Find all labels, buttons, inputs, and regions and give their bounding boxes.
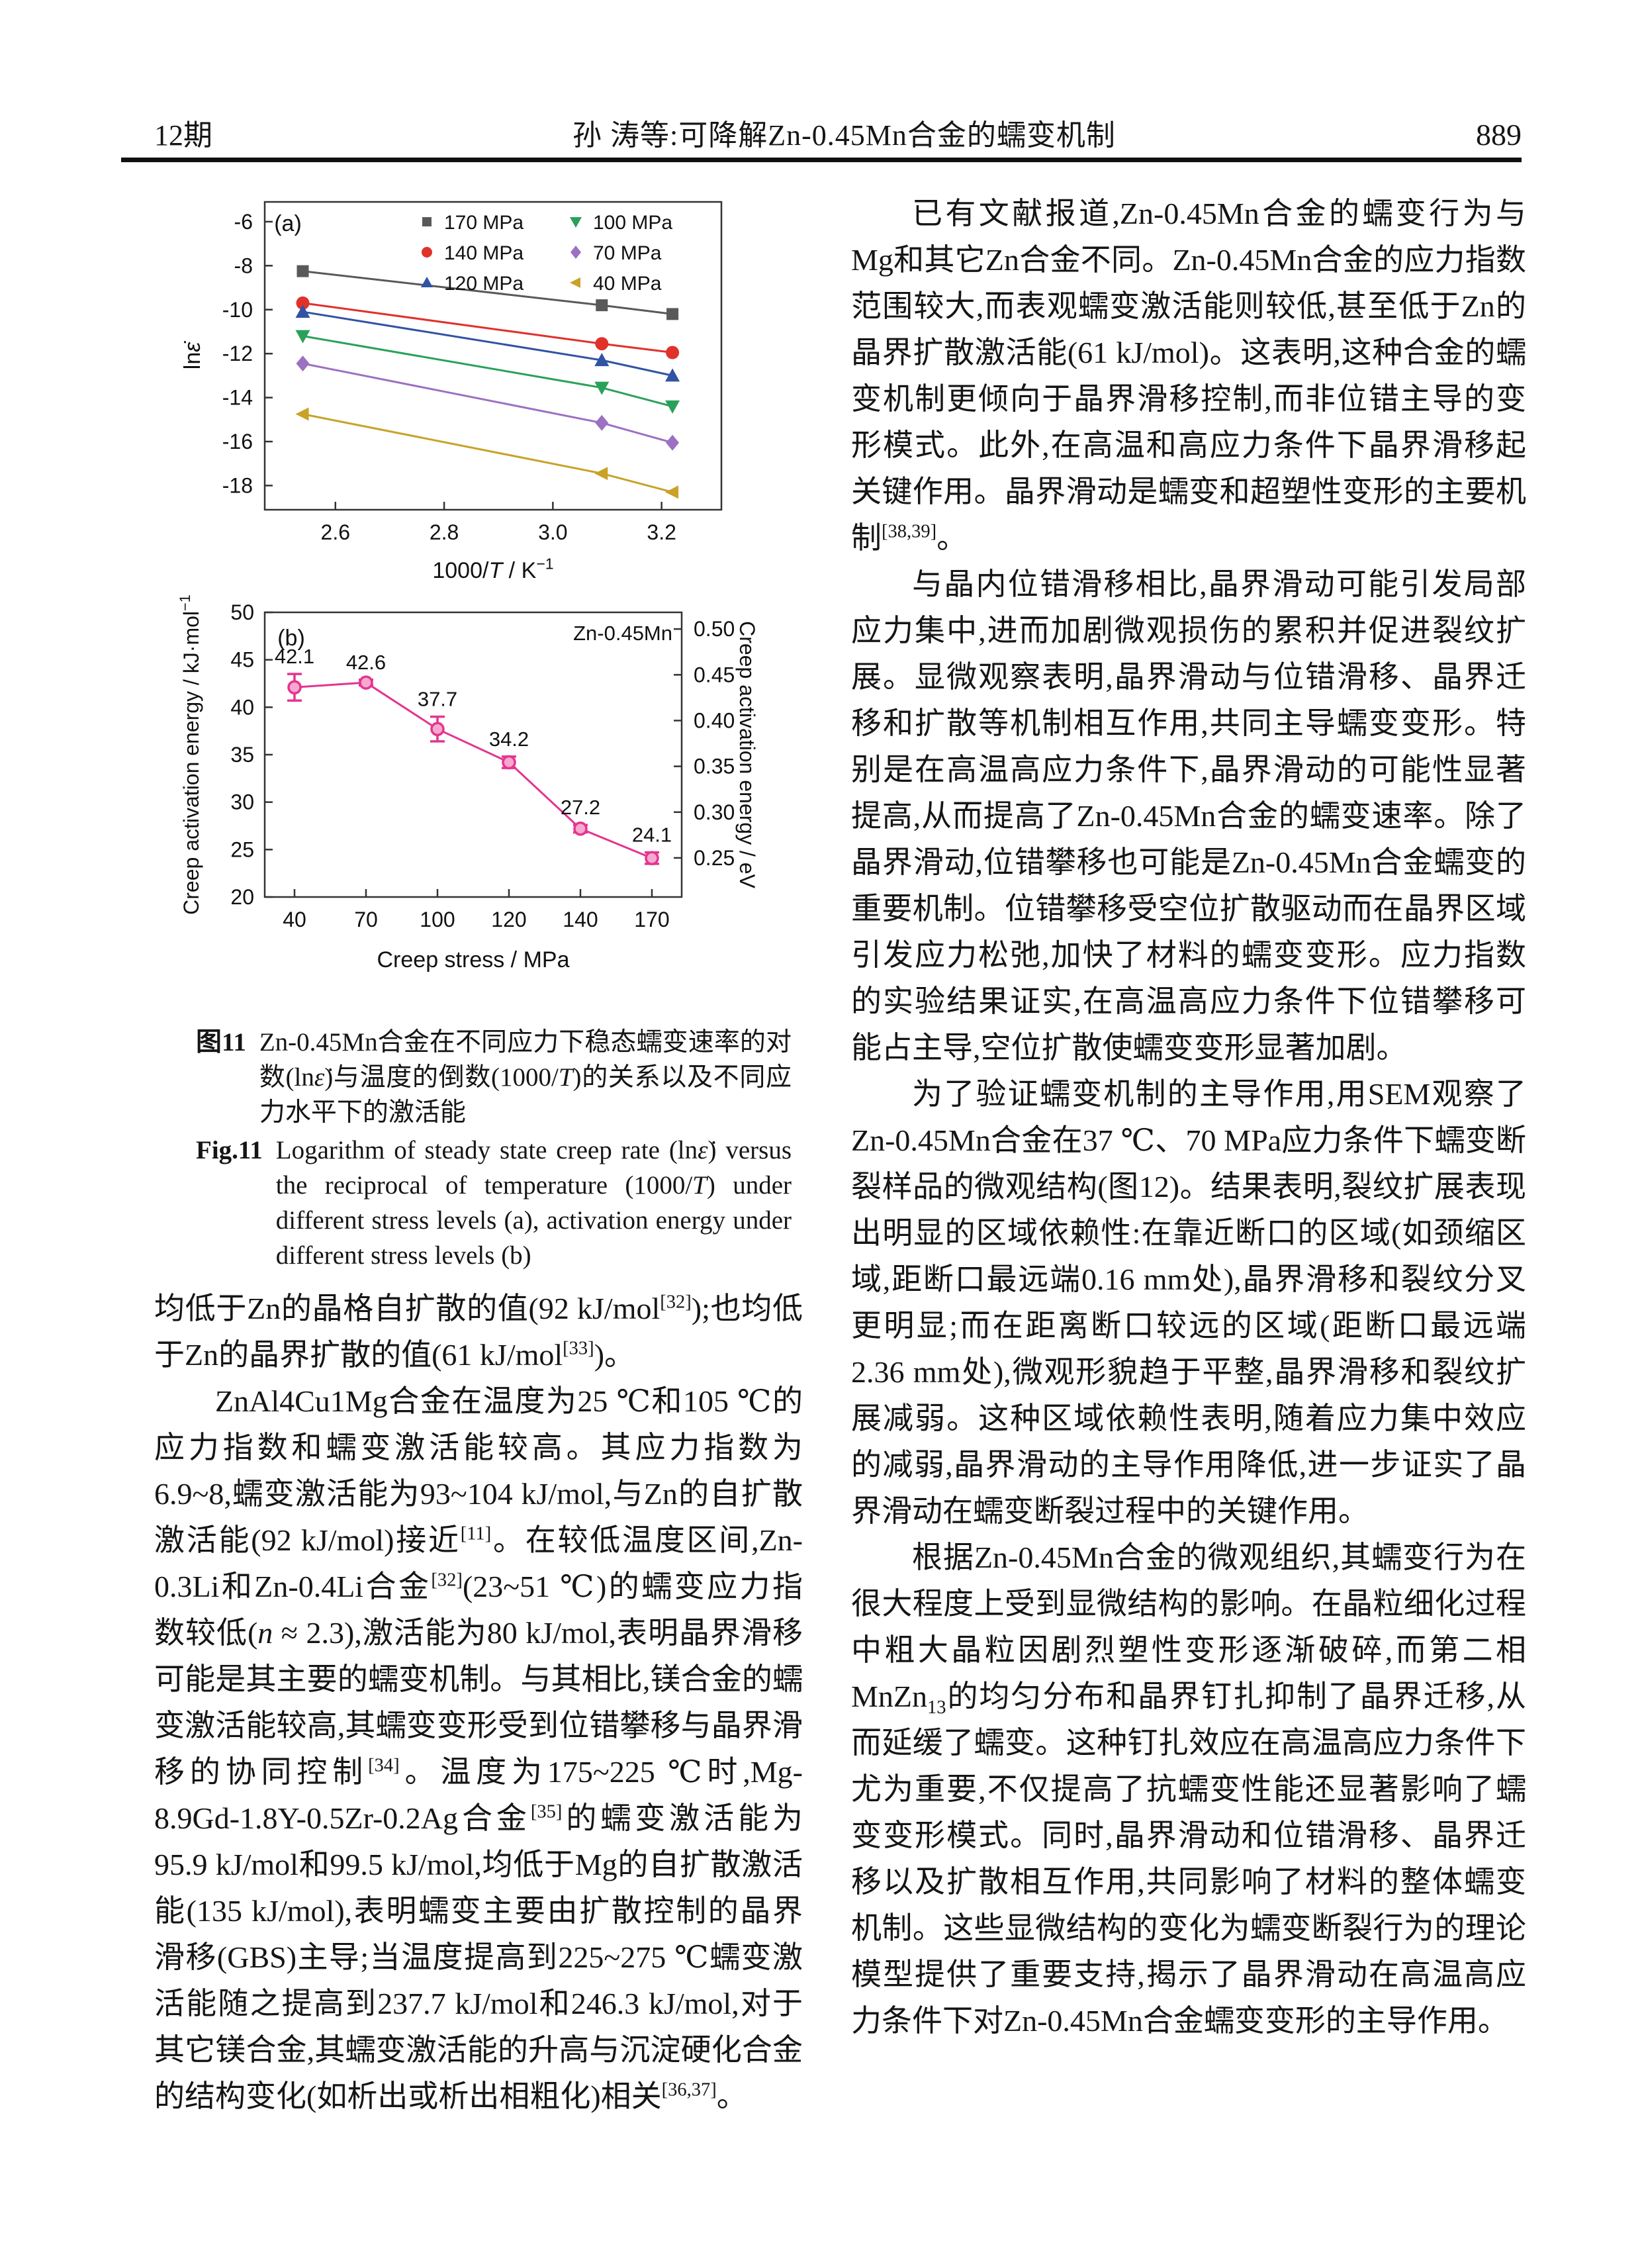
svg-text:-10: -10	[222, 298, 253, 322]
svg-text:42.1: 42.1	[275, 645, 314, 668]
svg-text:0.30: 0.30	[694, 800, 735, 824]
svg-text:100 MPa: 100 MPa	[593, 212, 672, 234]
svg-text:Creep stress / MPa: Creep stress / MPa	[377, 947, 570, 972]
figure-caption: 图11 Zn-0.45Mn合金在不同应力下稳态蠕变速率的对数(lnε̇)与温度的…	[196, 1025, 792, 1273]
svg-text:-8: -8	[234, 254, 253, 277]
svg-text:lnε̇: lnε̇	[180, 341, 205, 369]
svg-text:2.8: 2.8	[430, 520, 459, 544]
right-text-column: 已有文献报道,Zn-0.45Mn合金的蠕变行为与Mg和其它Zn合金不同。Zn-0…	[851, 191, 1526, 2044]
svg-text:Creep activation energy / kJ·m: Creep activation energy / kJ·mol−1	[177, 594, 203, 915]
figure-caption-cn-label: 图11	[196, 1028, 246, 1057]
svg-text:2.6: 2.6	[321, 520, 350, 544]
body-paragraph: 与晶内位错滑移相比,晶界滑动可能引发局部应力集中,进而加剧微观损伤的累积并促进裂…	[851, 567, 1526, 1064]
svg-text:0.40: 0.40	[694, 708, 735, 732]
svg-text:3.2: 3.2	[647, 520, 676, 544]
page-number: 889	[1476, 118, 1522, 152]
svg-text:70: 70	[354, 908, 378, 931]
svg-text:40 MPa: 40 MPa	[593, 273, 662, 295]
left-text-column: 均低于Zn的晶格自扩散的值(92 kJ/mol[32]);也均低于Zn的晶界扩散…	[154, 1286, 803, 2120]
body-paragraph: 已有文献报道,Zn-0.45Mn合金的蠕变行为与Mg和其它Zn合金不同。Zn-0…	[851, 197, 1526, 555]
svg-text:37.7: 37.7	[418, 688, 457, 711]
svg-text:Creep activation energy / eV: Creep activation energy / eV	[735, 621, 759, 888]
body-paragraph: ZnAl4Cu1Mg合金在温度为25 ℃和105 ℃的应力指数和蠕变激活能较高。…	[154, 1384, 803, 2113]
svg-text:140: 140	[563, 908, 598, 931]
svg-text:42.6: 42.6	[346, 651, 386, 674]
running-title: 孙 涛等:可降解Zn-0.45Mn合金的蠕变机制	[572, 119, 1116, 152]
svg-text:-16: -16	[222, 430, 253, 453]
svg-text:45: 45	[230, 648, 254, 672]
svg-text:40: 40	[230, 695, 254, 719]
svg-text:-12: -12	[222, 342, 253, 365]
svg-text:35: 35	[230, 743, 254, 767]
journal-issue: 12期	[154, 119, 212, 152]
svg-text:24.1: 24.1	[632, 824, 672, 847]
svg-text:140 MPa: 140 MPa	[444, 242, 524, 264]
figure-caption-en-label: Fig.11	[196, 1136, 263, 1164]
svg-text:34.2: 34.2	[489, 728, 529, 751]
svg-text:40: 40	[283, 908, 306, 931]
figure-caption-en-text: Logarithm of steady state creep rate (ln…	[275, 1136, 792, 1270]
svg-text:100: 100	[420, 908, 455, 931]
figure-caption-chinese: 图11 Zn-0.45Mn合金在不同应力下稳态蠕变速率的对数(lnε̇)与温度的…	[196, 1025, 792, 1130]
svg-text:0.45: 0.45	[694, 663, 735, 686]
svg-text:3.0: 3.0	[538, 520, 567, 544]
svg-text:0.35: 0.35	[694, 755, 735, 779]
chart-a-creep-rate-vs-inverse-temperature: 2.6 2.8 3.0 3.2 -6 -8 -10 -12 -14 -16 -18 1000/T / …	[180, 201, 723, 583]
svg-text:Zn-0.45Mn: Zn-0.45Mn	[573, 622, 672, 645]
svg-text:0.25: 0.25	[694, 846, 735, 870]
svg-text:70 MPa: 70 MPa	[593, 242, 662, 264]
svg-text:1000/T / K−1: 1000/T / K−1	[432, 555, 553, 583]
figure-caption-cn-text: Zn-0.45Mn合金在不同应力下稳态蠕变速率的对数(lnε̇)与温度的倒数(1…	[259, 1028, 792, 1127]
svg-text:20: 20	[230, 885, 254, 909]
svg-text:(a): (a)	[274, 211, 302, 236]
svg-text:(b): (b)	[277, 626, 305, 651]
svg-text:170 MPa: 170 MPa	[444, 212, 524, 234]
page-header: 12期 孙 涛等:可降解Zn-0.45Mn合金的蠕变机制 889	[154, 111, 1522, 154]
svg-text:30: 30	[230, 790, 254, 814]
svg-text:25: 25	[230, 837, 254, 861]
svg-text:120 MPa: 120 MPa	[444, 273, 524, 295]
chart-b-activation-energy-vs-stress: 20 25 30 35 40 45 50 0.25 0.30 0.35 0.40 0.45 0.50 40…	[177, 594, 759, 972]
body-paragraph: 根据Zn-0.45Mn合金的微观组织,其蠕变行为在很大程度上受到显微结构的影响。…	[851, 1540, 1526, 2038]
body-paragraph: 为了验证蠕变机制的主导作用,用SEM观察了Zn-0.45Mn合金在37 ℃、70…	[851, 1077, 1526, 1528]
svg-text:-14: -14	[222, 386, 253, 410]
svg-text:50: 50	[230, 600, 254, 624]
svg-text:-18: -18	[222, 473, 253, 497]
svg-text:170: 170	[634, 908, 669, 931]
figure-caption-english: Fig.11 Logarithm of steady state creep r…	[196, 1133, 792, 1273]
svg-text:120: 120	[491, 908, 526, 931]
svg-text:-6: -6	[234, 210, 253, 234]
body-paragraph: 均低于Zn的晶格自扩散的值(92 kJ/mol[32]);也均低于Zn的晶界扩散…	[154, 1292, 803, 1372]
svg-text:27.2: 27.2	[561, 796, 600, 819]
header-rule	[121, 158, 1522, 162]
svg-text:0.50: 0.50	[694, 617, 735, 641]
